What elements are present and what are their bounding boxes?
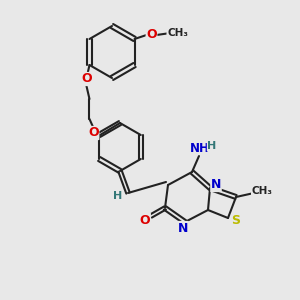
Text: O: O <box>146 28 157 40</box>
Text: O: O <box>81 73 92 85</box>
Text: N: N <box>211 178 221 191</box>
Text: CH₃: CH₃ <box>251 186 272 196</box>
Text: S: S <box>232 214 241 226</box>
Text: CH₃: CH₃ <box>167 28 188 38</box>
Text: N: N <box>178 221 188 235</box>
Text: H: H <box>207 141 217 151</box>
Text: O: O <box>88 127 99 140</box>
Text: O: O <box>140 214 150 226</box>
Text: H: H <box>113 191 123 201</box>
Text: NH: NH <box>190 142 210 154</box>
